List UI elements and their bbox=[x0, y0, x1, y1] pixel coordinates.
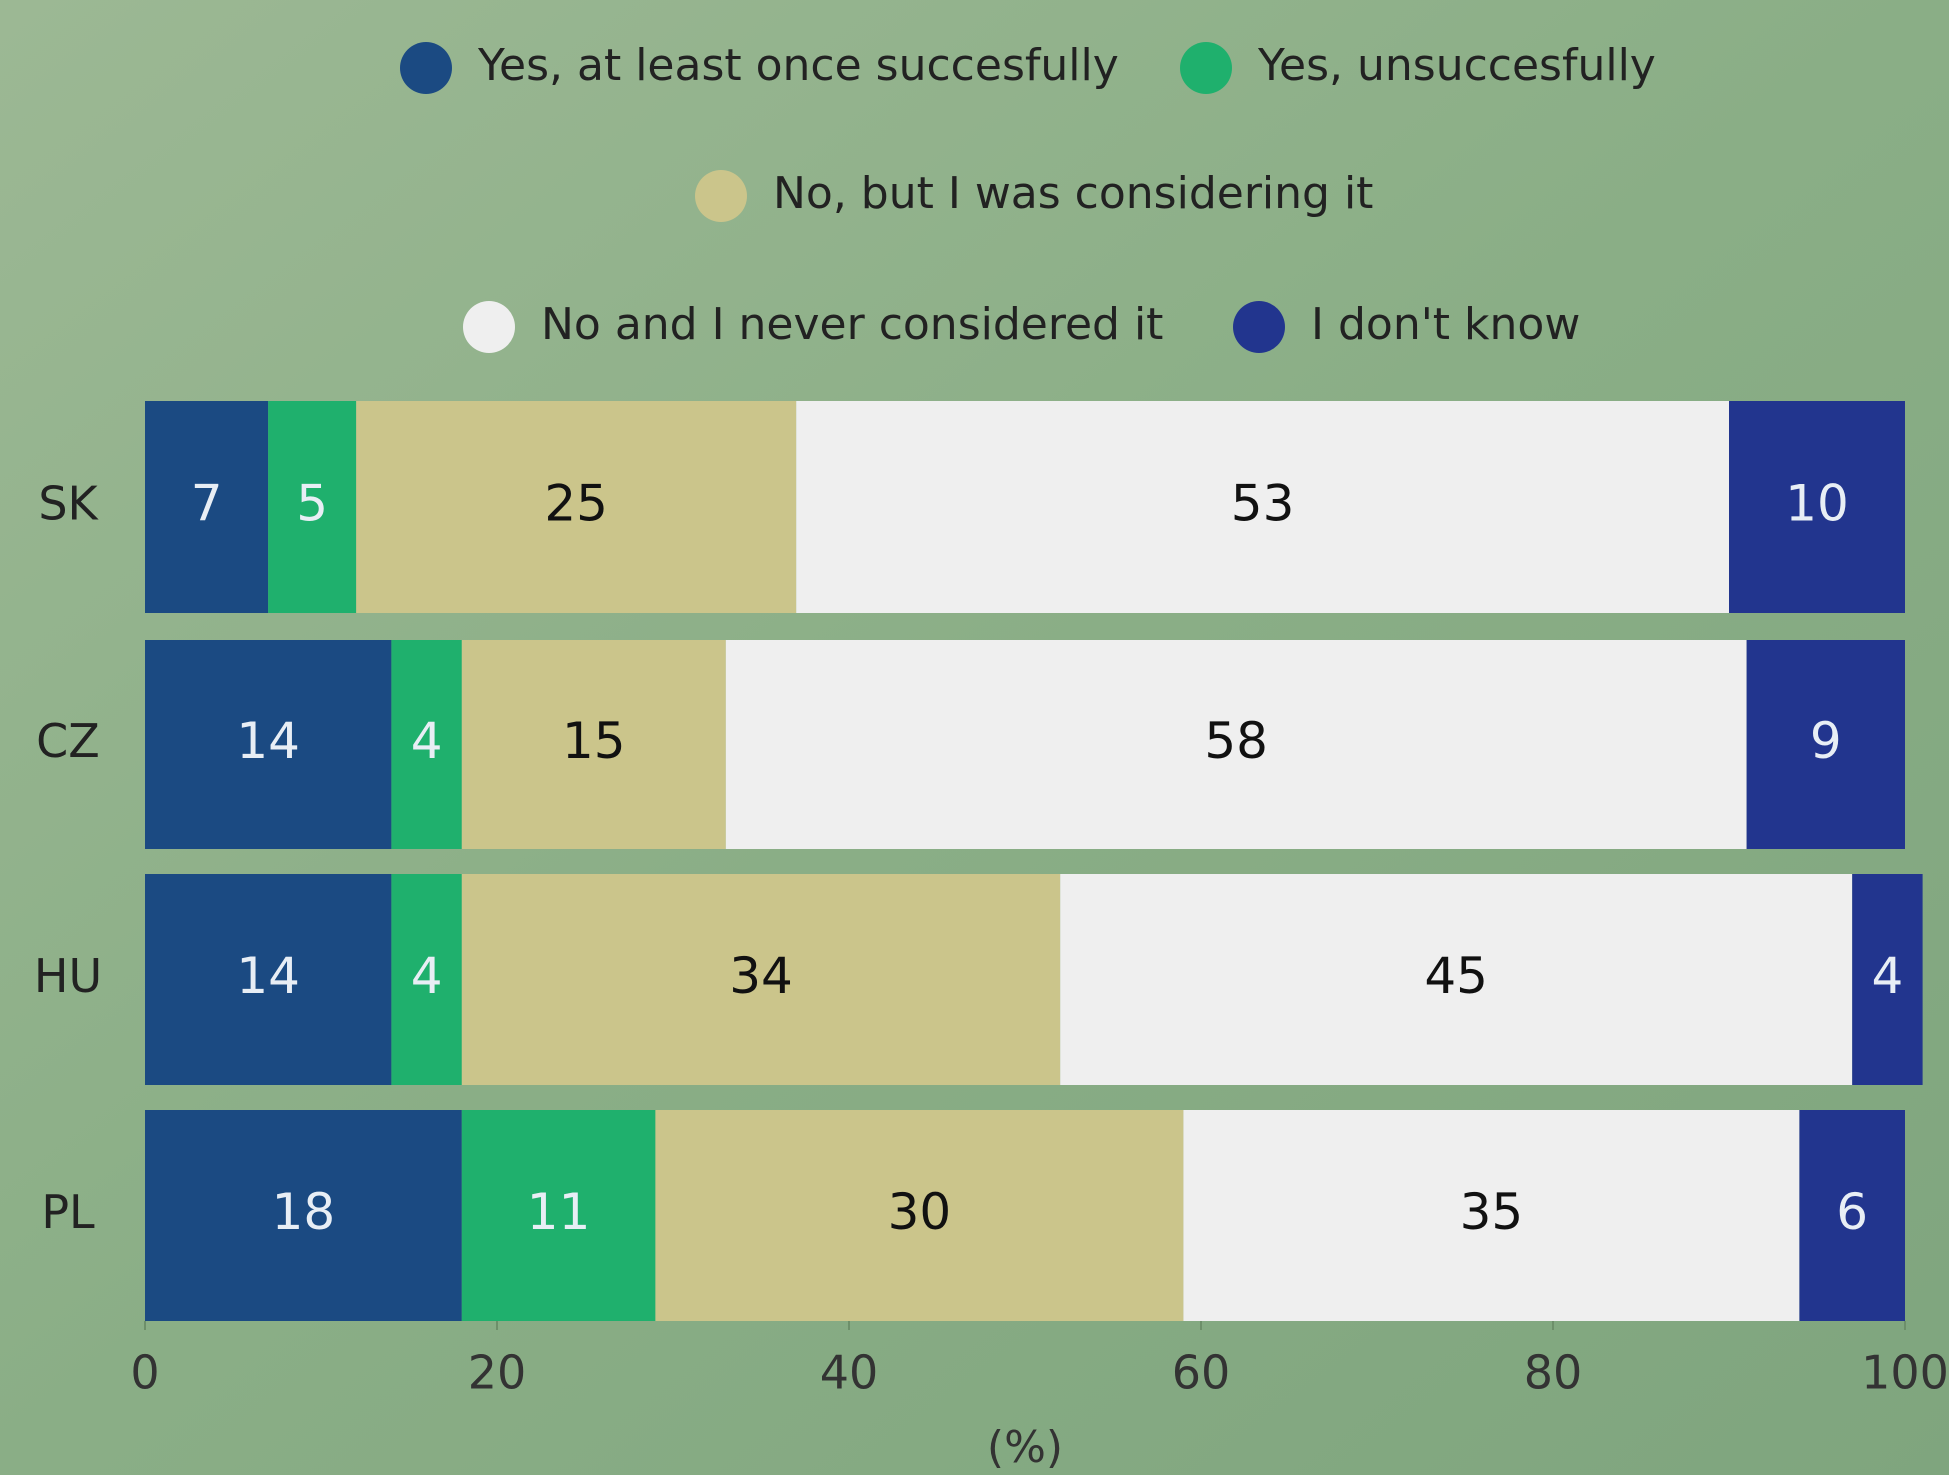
x-tick-label: 20 bbox=[468, 1346, 527, 1400]
category-label: CZ bbox=[36, 714, 100, 768]
bar-segment bbox=[1852, 874, 1923, 1085]
bar-segment bbox=[145, 1110, 462, 1321]
x-tick-label: 80 bbox=[1524, 1346, 1583, 1400]
value-label: 4 bbox=[411, 712, 443, 770]
value-label: 34 bbox=[729, 947, 793, 1005]
value-label: 4 bbox=[411, 947, 443, 1005]
value-label: 7 bbox=[191, 475, 223, 533]
bar-segment bbox=[461, 1110, 656, 1321]
value-label: 45 bbox=[1424, 947, 1488, 1005]
bar-segment bbox=[145, 874, 392, 1085]
bar-segment bbox=[655, 1110, 1184, 1321]
value-label: 4 bbox=[1871, 947, 1903, 1005]
value-label: 14 bbox=[236, 947, 300, 1005]
legend-label: I don't know bbox=[1311, 299, 1580, 350]
value-label: 35 bbox=[1460, 1183, 1524, 1241]
bar-segment bbox=[461, 874, 1061, 1085]
value-label: 25 bbox=[544, 475, 608, 533]
bar-segment bbox=[1799, 1110, 1905, 1321]
bar-segment bbox=[391, 640, 462, 849]
bar-segment bbox=[1746, 640, 1905, 849]
x-axis-label: (%) bbox=[987, 1422, 1063, 1473]
bar-segment bbox=[145, 401, 269, 613]
legend-marker bbox=[463, 301, 515, 353]
legend-marker bbox=[400, 42, 452, 94]
value-label: 15 bbox=[562, 712, 626, 770]
x-tick-label: 60 bbox=[1172, 1346, 1231, 1400]
value-label: 14 bbox=[236, 712, 300, 770]
bar-segment bbox=[796, 401, 1729, 613]
bar-segment bbox=[391, 874, 462, 1085]
legend-label: No, but I was considering it bbox=[773, 168, 1373, 219]
x-tick-label: 40 bbox=[820, 1346, 879, 1400]
legend-label: Yes, unsuccesfully bbox=[1257, 40, 1656, 91]
x-tick-label: 100 bbox=[1861, 1346, 1949, 1400]
value-label: 10 bbox=[1785, 475, 1849, 533]
bar-segment bbox=[356, 401, 797, 613]
bar-segment bbox=[1060, 874, 1853, 1085]
value-label: 58 bbox=[1204, 712, 1268, 770]
category-label: PL bbox=[41, 1185, 95, 1239]
bar-segment bbox=[268, 401, 357, 613]
value-label: 53 bbox=[1231, 475, 1295, 533]
value-label: 30 bbox=[888, 1183, 952, 1241]
value-label: 5 bbox=[296, 475, 328, 533]
value-label: 9 bbox=[1810, 712, 1842, 770]
legend-label: No and I never considered it bbox=[541, 299, 1163, 350]
bar-segment bbox=[1183, 1110, 1800, 1321]
value-label: 18 bbox=[272, 1183, 336, 1241]
bar-segment bbox=[461, 640, 726, 849]
bar-segment bbox=[725, 640, 1747, 849]
bar-segment bbox=[145, 640, 392, 849]
bar-segment bbox=[1729, 401, 1905, 613]
legend-marker bbox=[695, 170, 747, 222]
category-label: HU bbox=[34, 949, 102, 1003]
category-label: SK bbox=[38, 477, 99, 531]
legend-label: Yes, at least once succesfully bbox=[477, 40, 1119, 91]
value-label: 11 bbox=[527, 1183, 591, 1241]
value-label: 6 bbox=[1836, 1183, 1868, 1241]
legend-marker bbox=[1180, 42, 1232, 94]
legend-marker bbox=[1233, 301, 1285, 353]
x-tick-label: 0 bbox=[130, 1346, 159, 1400]
